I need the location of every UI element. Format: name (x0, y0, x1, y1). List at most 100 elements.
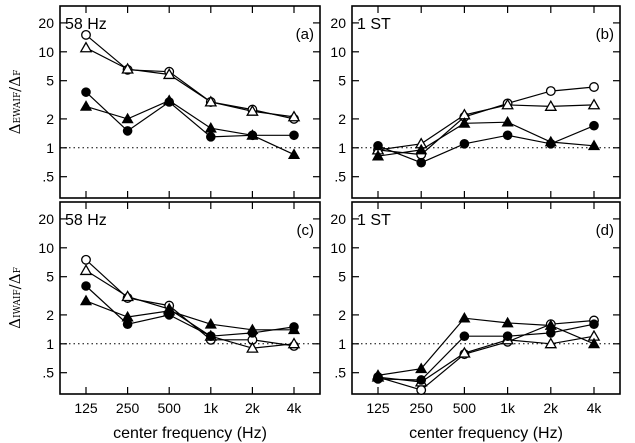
y-tick-label: .5 (334, 365, 346, 381)
y-tick-label: .5 (42, 365, 54, 381)
series-line-filled-circle (85, 91, 294, 138)
data-point-open-circle (81, 29, 91, 40)
panel-title: 1 ST (357, 16, 391, 33)
data-point-filled-circle (589, 319, 599, 330)
series-line-open-circle (377, 319, 595, 391)
data-point-open-triangle (204, 95, 218, 107)
series-line-open-triangle (377, 104, 595, 151)
data-point-filled-circle (206, 132, 216, 142)
data-point-filled-triangle (501, 115, 514, 127)
data-point-open-triangle (458, 346, 471, 358)
x-tick-label: 2k (245, 400, 261, 416)
panel-letter: (a) (296, 26, 314, 43)
data-point-filled-triangle (544, 319, 557, 330)
panel-frame (59, 201, 321, 395)
y-tick-label: 5 (46, 73, 54, 89)
y-tick-label: 20 (330, 15, 346, 31)
y-tick-label: 1 (46, 336, 54, 352)
data-point-open-circle (416, 385, 427, 395)
data-point-filled-circle (289, 130, 299, 141)
data-point-open-circle (545, 86, 556, 97)
y-tick-label: 20 (38, 211, 54, 227)
data-point-filled-circle (589, 120, 599, 131)
data-point-open-triangle (79, 41, 93, 53)
data-point-open-triangle (121, 290, 134, 302)
y-tick-label: 2 (46, 111, 54, 127)
x-tick-label: 125 (74, 400, 98, 416)
data-point-filled-triangle (163, 304, 176, 316)
panel-frame (351, 5, 621, 199)
series-line-filled-circle (85, 285, 295, 337)
data-point-filled-circle (502, 331, 513, 342)
data-point-open-circle (589, 82, 599, 92)
y-tick-label: 1 (338, 140, 346, 156)
y-tick-label: 5 (338, 73, 346, 89)
data-point-filled-triangle (79, 294, 93, 306)
data-point-open-triangle (162, 68, 176, 80)
data-point-filled-triangle (204, 122, 217, 133)
x-tick-label: 4k (587, 400, 603, 416)
data-point-filled-triangle (458, 311, 471, 323)
panel-letter: (d) (596, 222, 614, 239)
x-tick-label: 250 (410, 400, 434, 416)
x-tick-label: 500 (158, 400, 182, 416)
x-tick-label: 1k (203, 400, 219, 416)
y-tick-label: 5 (46, 269, 54, 285)
series-line-filled-triangle (85, 99, 295, 156)
x-tick-label: 250 (116, 400, 140, 416)
data-point-filled-triangle (501, 316, 514, 328)
panel-frame (351, 201, 621, 395)
series-line-filled-circle (377, 323, 595, 381)
panel-c: 20 10 5 2 1 .5 125 250 500 1k 2k 4k 58 Hz (c) ΔIWAIF/Δ… (6, 201, 321, 442)
x-axis-label: center frequency (Hz) (113, 425, 267, 442)
data-point-filled-triangle (415, 143, 428, 155)
series-line-filled-triangle (85, 300, 294, 331)
data-point-open-triangle (501, 98, 514, 110)
series-line-open-circle (377, 86, 595, 156)
data-point-filled-circle (206, 331, 216, 342)
data-point-filled-triangle (246, 129, 259, 140)
y-tick-label: 10 (38, 44, 54, 60)
data-point-filled-circle (81, 281, 91, 291)
y-axis-label: ΔEWAIF/ΔF (6, 70, 24, 135)
data-point-filled-triangle (121, 112, 134, 124)
y-tick-label: .5 (334, 169, 346, 185)
y-tick-label: 2 (338, 111, 346, 127)
y-tick-label: 10 (330, 44, 346, 60)
data-point-filled-circle (459, 139, 470, 149)
x-tick-label: 125 (366, 400, 390, 416)
data-point-filled-triangle (287, 323, 301, 335)
panel-b: 20 10 5 2 1 .5 1 ST (b) (330, 5, 621, 199)
data-point-filled-circle (416, 157, 427, 168)
series-line-open-triangle (85, 47, 295, 118)
panel-title: 58 Hz (65, 212, 107, 229)
series-line-filled-triangle (377, 121, 595, 157)
data-point-filled-circle (81, 87, 91, 97)
y-tick-label: 5 (338, 269, 346, 285)
panel-d: 20 10 5 2 1 .5 125 250 500 1k 2k 4k 1 ST (d) center fr… (330, 201, 621, 442)
series-line-open-circle (85, 259, 295, 347)
data-point-filled-triangle (458, 117, 471, 128)
data-point-filled-triangle (121, 310, 134, 322)
y-tick-label: 10 (38, 240, 54, 256)
data-point-filled-triangle (371, 149, 385, 161)
data-point-filled-triangle (163, 94, 176, 106)
x-tick-label: 500 (453, 400, 477, 416)
data-point-filled-triangle (587, 139, 601, 151)
panel-letter: (b) (596, 26, 614, 43)
data-point-filled-circle (373, 140, 383, 151)
data-point-filled-triangle (544, 135, 557, 147)
y-tick-label: 2 (338, 307, 346, 323)
data-point-filled-circle (122, 126, 133, 136)
data-point-filled-triangle (246, 323, 259, 335)
data-point-filled-circle (502, 130, 513, 141)
x-tick-label: 2k (543, 400, 559, 416)
data-point-open-triangle (544, 99, 558, 111)
y-tick-label: 20 (330, 211, 346, 227)
panel-frame (59, 5, 321, 199)
x-tick-label: 1k (500, 400, 516, 416)
data-point-open-triangle (287, 337, 301, 349)
data-point-open-triangle (287, 110, 301, 122)
x-axis-label: center frequency (Hz) (409, 425, 563, 442)
data-point-open-triangle (246, 104, 259, 116)
